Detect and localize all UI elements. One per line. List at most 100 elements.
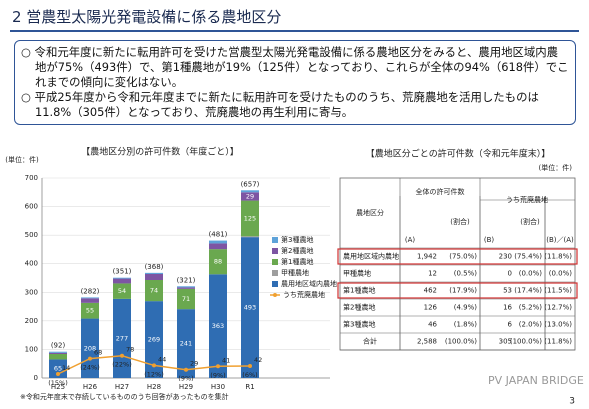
segment-label: 71 <box>182 295 190 303</box>
table-cell: (11.8%) <box>544 253 572 261</box>
table-header: (B) <box>484 236 495 244</box>
bar-segment <box>49 352 67 354</box>
legend-swatch <box>272 237 278 243</box>
table-cell: 230 <box>499 253 512 261</box>
x-tick-label: H30 <box>211 383 225 391</box>
y-tick-label: 200 <box>25 317 38 325</box>
table-header: (割合) <box>520 217 540 226</box>
bar-segment <box>145 301 163 378</box>
bar-segment <box>49 354 67 360</box>
summary-item: ○ 令和元年度に新たに転用許可を受けた営農型太陽光発電設備に係る農地区分をみると… <box>21 45 569 89</box>
summary-box: ○ 令和元年度に新たに転用許可を受けた営農型太陽光発電設備に係る農地区分をみると… <box>14 40 576 125</box>
y-tick-label: 500 <box>25 231 38 239</box>
x-tick-label: H26 <box>83 383 98 391</box>
bar-segment <box>113 277 131 279</box>
table-cell: 462 <box>424 287 437 295</box>
table-cell: (17.9%) <box>449 287 477 295</box>
page-number: 3 <box>569 397 575 407</box>
x-tick-label: H27 <box>115 383 129 391</box>
y-tick-label: 700 <box>25 174 38 182</box>
total-label: (368) <box>145 263 164 271</box>
line-point <box>184 367 188 372</box>
table-cell: (17.4%) <box>514 287 542 295</box>
legend-label: 農用地区域内農地 <box>281 279 337 288</box>
segment-label: 125 <box>244 214 256 222</box>
bar-segment <box>49 351 67 353</box>
bar-segment <box>113 283 131 299</box>
segment-label: 269 <box>148 336 160 344</box>
table-cell: 農用地区域内農地 <box>343 252 399 261</box>
bar-segment <box>81 318 99 378</box>
segment-label: 208 <box>84 344 96 352</box>
y-tick-label: 400 <box>25 260 38 268</box>
table-header: (A) <box>405 236 416 244</box>
table-cell: (75.0%) <box>449 253 477 261</box>
table-cell: 1,942 <box>417 253 437 261</box>
segment-label: 65 <box>54 365 62 373</box>
y-tick-label: 600 <box>25 203 38 211</box>
table-cell: (11.5%) <box>544 287 572 295</box>
y-tick-label: 0 <box>34 374 38 382</box>
table-cell: 12 <box>428 270 437 278</box>
y-axis-label: (単位：件) <box>5 155 39 164</box>
table-cell: (75.4%) <box>514 253 542 261</box>
bar-segment <box>177 286 195 288</box>
legend-label: 甲種農地 <box>281 268 309 277</box>
table-cell: (0.5%) <box>454 270 478 278</box>
bar-segment <box>81 302 99 319</box>
title-rule <box>10 30 579 32</box>
bar-segment <box>241 236 259 238</box>
table-cell: (0.0%) <box>549 270 573 278</box>
bar-segment <box>113 278 131 284</box>
table-header: (B)／(A) <box>546 236 574 244</box>
table-cell: 305 <box>499 338 512 346</box>
share-label: (12%) <box>144 370 164 378</box>
legend-label: 第1種農地 <box>281 257 313 266</box>
table-cell: 2,588 <box>417 338 437 346</box>
line-label: 68 <box>94 349 102 357</box>
table-header: 農地区分 <box>356 208 384 217</box>
total-label: (321) <box>177 276 196 284</box>
slide-title: 2 営農型太陽光発電設備に係る農地区分 <box>12 8 282 26</box>
table-cell: 0 <box>508 270 512 278</box>
table-header: うち荒廃農地 <box>506 195 548 204</box>
segment-label: 241 <box>180 340 192 348</box>
watermark: PV JAPAN BRIDGE <box>488 374 584 387</box>
bar-segment <box>209 243 227 250</box>
x-tick-label: H25 <box>51 383 65 391</box>
bar-segment <box>113 298 131 378</box>
table-cell: (13.0%) <box>544 321 572 329</box>
y-tick-label: 300 <box>25 288 38 296</box>
segment-label: 29 <box>246 192 254 200</box>
bar-segment <box>241 237 259 378</box>
chart-title: 【農地区分別の許可件数（年度ごと）】 <box>81 146 239 158</box>
segment-label: 363 <box>212 322 224 330</box>
legend-swatch <box>272 259 278 265</box>
table-cell: 第1種農地 <box>343 286 375 295</box>
segment-label: 55 <box>86 307 94 315</box>
y-tick-label: 100 <box>25 345 38 353</box>
table-cell: (11.8%) <box>544 338 572 346</box>
line-point <box>56 372 60 376</box>
bar-segment <box>145 274 163 280</box>
highlight-box <box>337 282 578 299</box>
table-cell: 53 <box>503 287 512 295</box>
table-header: (割合) <box>450 217 470 226</box>
segment-label: 277 <box>116 334 128 342</box>
segment-label: 54 <box>118 287 126 295</box>
legend-swatch <box>272 270 278 276</box>
table-cell: 16 <box>503 304 512 312</box>
share-label: (15%) <box>48 379 68 387</box>
bar-segment <box>145 272 163 274</box>
bar-segment <box>177 288 195 310</box>
bar-segment <box>177 287 195 289</box>
x-tick-label: H29 <box>179 383 193 391</box>
segment-label: 88 <box>214 258 222 266</box>
line-point <box>152 363 156 368</box>
x-tick-label: R1 <box>245 383 254 391</box>
table-cell: 第2種農地 <box>343 303 375 312</box>
bar-segment <box>177 309 195 378</box>
bar-segment <box>81 298 99 303</box>
table-cell: 46 <box>428 321 437 329</box>
